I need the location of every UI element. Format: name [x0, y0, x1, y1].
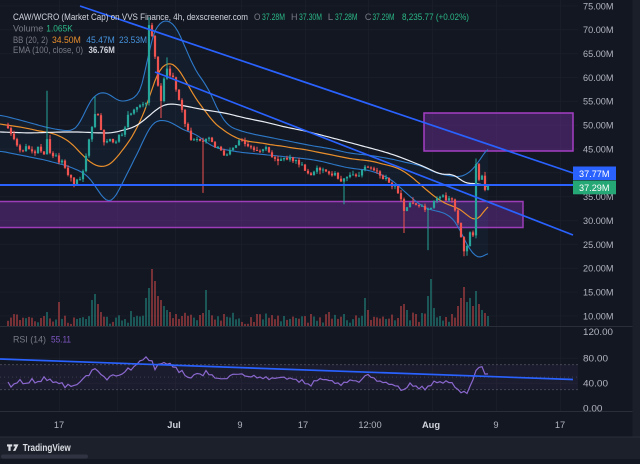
svg-text:36.76M: 36.76M [89, 45, 115, 55]
svg-text:10.00M: 10.00M [583, 311, 614, 321]
svg-text:8,235.77 (+0.02%): 8,235.77 (+0.02%) [402, 12, 469, 22]
svg-text:RSI (14): RSI (14) [13, 335, 46, 345]
svg-text:1.065K: 1.065K [46, 23, 73, 33]
svg-text:30.00M: 30.00M [583, 216, 614, 226]
svg-text:Aug: Aug [422, 420, 440, 430]
svg-text:80.00: 80.00 [583, 353, 608, 363]
svg-text:37.29M: 37.29M [373, 12, 395, 22]
svg-text:50.00M: 50.00M [583, 121, 614, 131]
svg-text:0.00: 0.00 [583, 403, 603, 413]
svg-text:37.30M: 37.30M [299, 12, 322, 22]
svg-text:37.28M: 37.28M [262, 12, 285, 22]
svg-text:34.50M: 34.50M [52, 35, 81, 45]
svg-text:120.00: 120.00 [583, 327, 613, 337]
svg-text:9: 9 [237, 420, 242, 430]
svg-text:L: L [328, 12, 334, 22]
svg-text:C: C [365, 12, 372, 22]
svg-text:40.00: 40.00 [583, 378, 608, 388]
svg-text:20.00M: 20.00M [583, 264, 614, 274]
svg-text:Volume: Volume [13, 23, 43, 33]
svg-text:65.00M: 65.00M [583, 49, 614, 59]
svg-text:12:00: 12:00 [358, 420, 381, 430]
svg-text:BB (20, 2): BB (20, 2) [13, 35, 48, 45]
svg-text:37.77M: 37.77M [579, 169, 610, 180]
svg-text:Jul: Jul [167, 420, 180, 430]
svg-text:TradingView: TradingView [23, 443, 72, 454]
svg-text:75.00M: 75.00M [583, 1, 614, 11]
svg-text:37.29M: 37.29M [579, 183, 610, 194]
svg-text:O: O [254, 12, 261, 22]
svg-text:45.47M: 45.47M [86, 35, 115, 45]
svg-text:55.11: 55.11 [51, 335, 71, 345]
svg-text:23.53M: 23.53M [119, 35, 147, 45]
svg-text:9: 9 [493, 420, 498, 430]
svg-text:17: 17 [555, 420, 565, 430]
svg-text:17: 17 [54, 420, 64, 430]
svg-text:25.00M: 25.00M [583, 240, 614, 250]
svg-text:CAW/WCRO (Market Cap) on VVS F: CAW/WCRO (Market Cap) on VVS Finance, 4h… [13, 12, 248, 22]
svg-text:45.00M: 45.00M [583, 144, 614, 154]
svg-text:60.00M: 60.00M [583, 73, 614, 83]
svg-text:15.00M: 15.00M [583, 288, 614, 298]
svg-text:70.00M: 70.00M [583, 25, 614, 35]
svg-text:H: H [291, 12, 298, 22]
svg-text:37.28M: 37.28M [335, 12, 358, 22]
svg-text:55.00M: 55.00M [583, 97, 614, 107]
svg-text:EMA (100, close, 0): EMA (100, close, 0) [13, 45, 83, 55]
svg-text:17: 17 [298, 420, 308, 430]
